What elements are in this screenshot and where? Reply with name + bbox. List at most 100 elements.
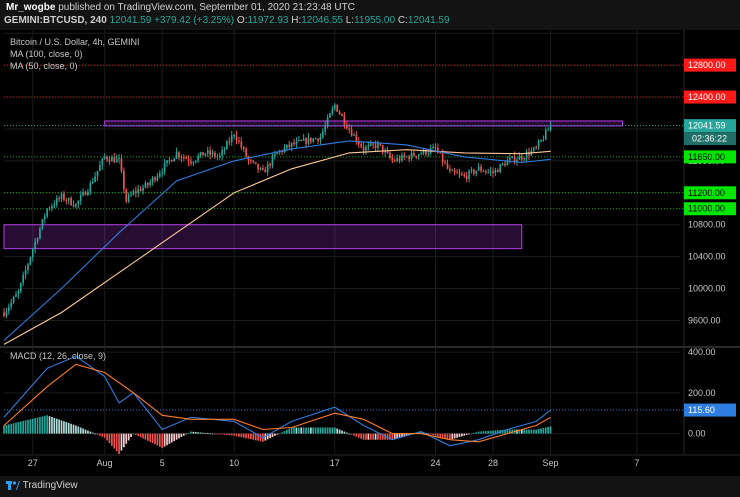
candle-body: [389, 152, 391, 158]
macd-hist-bar: [398, 433, 401, 438]
candle-body: [106, 156, 108, 160]
candle-body: [242, 147, 245, 149]
macd-hist-bar: [461, 433, 463, 437]
candle-body: [91, 182, 94, 184]
macd-hist-bar: [427, 433, 430, 435]
candle-body: [321, 131, 324, 138]
macd-hist-bar: [101, 433, 104, 437]
macd-hist-bar: [113, 433, 116, 449]
macd-hist-bar: [178, 433, 180, 439]
macd-hist-bar: [182, 433, 185, 436]
macd-hist-bar: [135, 433, 137, 435]
macd-hist-bar: [235, 433, 238, 437]
candle-body: [432, 146, 434, 149]
macd-hist-bar: [271, 433, 274, 438]
candle-body: [77, 200, 80, 204]
macd-hist-bar: [523, 429, 526, 434]
macd-hist-bar: [206, 433, 209, 434]
candle-body: [218, 155, 221, 157]
macd-hist-bar: [22, 420, 25, 434]
last-price-badge-bg: [684, 119, 736, 133]
macd-hist-bar: [453, 433, 456, 439]
candle-body: [99, 165, 101, 171]
candle-body: [70, 198, 72, 206]
macd-hist-bar: [484, 431, 487, 434]
macd-hist-bar: [115, 433, 118, 452]
macd-hist-bar: [456, 433, 458, 438]
macd-hist-bar: [377, 433, 379, 440]
candle-body: [456, 172, 458, 174]
candle-body: [492, 171, 494, 174]
candle-body: [125, 189, 128, 202]
macd-hist-bar: [329, 427, 331, 434]
candle-body: [154, 177, 156, 181]
candle-body: [87, 191, 89, 195]
candle-body: [63, 193, 65, 200]
macd-hist-bar: [508, 429, 511, 434]
candle-body: [420, 153, 422, 155]
macd-hist-bar: [106, 433, 108, 441]
macd-hist-bar: [190, 431, 192, 434]
macd-hist-bar: [393, 433, 396, 440]
candle-body: [415, 155, 418, 157]
candle-body: [451, 170, 454, 172]
candle-body: [233, 135, 235, 137]
candle-body: [461, 174, 463, 176]
macd-hist-bar: [252, 433, 255, 440]
macd-hist-bar: [151, 433, 154, 444]
change-text: +379.42 (+3.25%): [154, 15, 235, 26]
candle-body: [84, 191, 87, 195]
candle-body: [549, 125, 552, 130]
candle-body: [178, 152, 180, 157]
macd-hist-bar: [309, 427, 312, 434]
candle-body: [269, 163, 271, 166]
macd-hist-bar: [7, 424, 10, 434]
candle-body: [499, 164, 502, 173]
candle-body: [94, 176, 96, 183]
macd-hist-bar: [242, 433, 245, 438]
candle-body: [111, 157, 113, 162]
candle-body: [158, 173, 161, 177]
macd-hist-bar: [24, 420, 27, 434]
candle-body: [520, 156, 523, 160]
publisher-name[interactable]: Mr_wogbe: [6, 2, 56, 13]
candle-body: [365, 146, 367, 151]
macd-hist-bar: [475, 432, 478, 434]
open-value: 11972.93: [247, 15, 289, 26]
candle-body: [199, 152, 202, 156]
macd-hist-bar: [401, 433, 403, 438]
macd-hist-bar: [127, 433, 130, 441]
candle-body: [173, 158, 176, 162]
candle-body: [307, 137, 310, 144]
macd-hist-bar: [463, 433, 466, 436]
macd-hist-bar: [389, 433, 391, 440]
macd-hist-bar: [518, 429, 521, 434]
candle-body: [240, 141, 243, 148]
macd-hist-bar: [420, 431, 422, 434]
candle-body: [396, 158, 398, 162]
candle-body: [19, 283, 22, 292]
candle-body: [142, 187, 144, 191]
price-chart[interactable]: 9600.0010000.0010400.0010800.0011200.001…: [0, 30, 740, 476]
macd-hist-bar: [355, 433, 358, 437]
macd-hist-bar: [53, 417, 56, 434]
macd-hist-bar: [87, 430, 89, 434]
macd-hist-bar: [84, 429, 87, 434]
macd-hist-bar: [360, 433, 363, 439]
tradingview-logo[interactable]: TradingView: [6, 480, 78, 491]
macd-hist-bar: [233, 433, 235, 436]
macd-last-badge: 115.60: [688, 405, 715, 415]
high-value: 12046.55: [301, 15, 343, 26]
macd-hist-bar: [362, 433, 365, 440]
macd-hist-bar: [530, 429, 533, 434]
macd-hist-bar: [487, 430, 490, 434]
macd-hist-bar: [449, 433, 451, 440]
y-tick-label: 9600.00: [688, 315, 721, 325]
macd-hist-bar: [39, 416, 41, 434]
macd-hist-bar: [79, 427, 82, 434]
macd-hist-bar: [468, 433, 470, 435]
candle-body: [449, 168, 451, 171]
macd-y-tick-label: 0.00: [688, 429, 706, 439]
candle-body: [381, 145, 384, 153]
candle-body: [65, 199, 68, 201]
